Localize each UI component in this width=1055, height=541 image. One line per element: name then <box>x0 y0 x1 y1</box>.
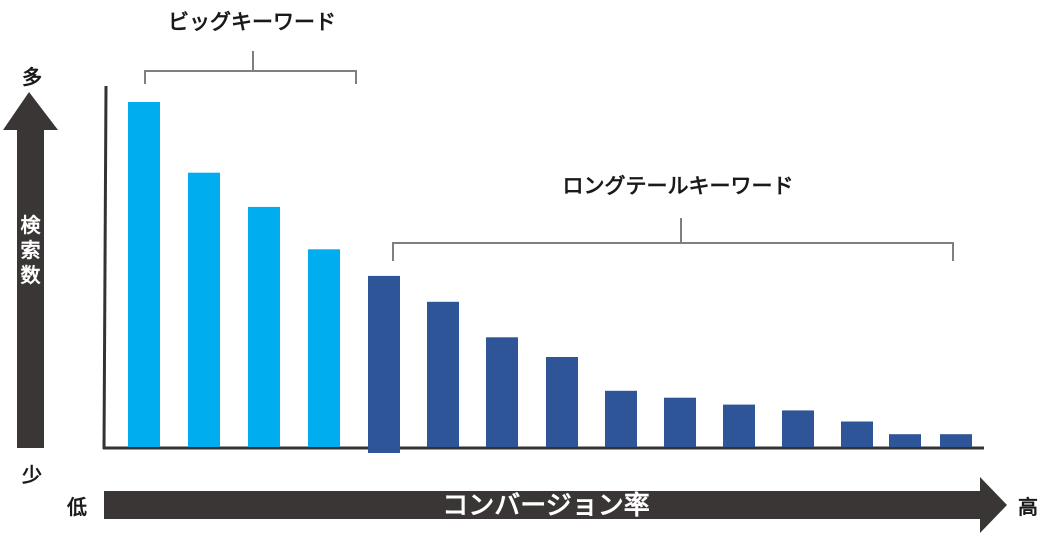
bar-8 <box>546 357 578 447</box>
y-axis-top-label: 多 <box>22 65 42 89</box>
chart-y-axis-line <box>102 85 108 450</box>
bar-5-base-extension <box>368 447 400 453</box>
big-keyword-label: ビッグキーワード <box>168 10 336 34</box>
bar-14 <box>889 434 921 447</box>
x-axis-left-label: 低 <box>66 495 87 519</box>
bar-11 <box>723 404 755 447</box>
bar-5 <box>368 275 400 447</box>
y-axis-arrow-shape <box>3 92 58 448</box>
bar-10 <box>664 397 696 447</box>
bar-13 <box>841 421 873 447</box>
y-axis-label-char-1: 検 <box>21 213 42 237</box>
big-keyword-bracket: ビッグキーワード <box>144 10 357 84</box>
y-axis-bottom-label: 少 <box>21 463 42 487</box>
bar-7 <box>486 337 518 447</box>
long-tail-bracket-line <box>392 218 954 261</box>
y-axis-arrow: 検 索 数 <box>3 92 58 448</box>
big-keyword-bracket-line <box>144 51 357 84</box>
bar-4 <box>308 249 340 447</box>
y-axis-label-char-2: 索 <box>21 238 41 262</box>
bar-12 <box>782 410 814 447</box>
bar-1 <box>128 102 160 447</box>
long-tail-label: ロングテールキーワード <box>563 174 794 198</box>
bars <box>128 102 972 453</box>
bar-9 <box>605 390 637 447</box>
y-axis-label-char-3: 数 <box>21 263 42 287</box>
bar-6 <box>427 301 459 447</box>
long-tail-bracket: ロングテールキーワード <box>392 174 954 261</box>
x-axis-label: コンバージョン率 <box>442 490 649 521</box>
bar-2 <box>188 172 220 447</box>
x-axis-arrow-shape <box>104 477 1007 533</box>
bar-3 <box>248 206 280 447</box>
x-axis-right-label: 高 <box>1018 495 1038 519</box>
bar-15 <box>940 434 972 447</box>
x-axis-arrow: コンバージョン率 <box>104 477 1007 533</box>
